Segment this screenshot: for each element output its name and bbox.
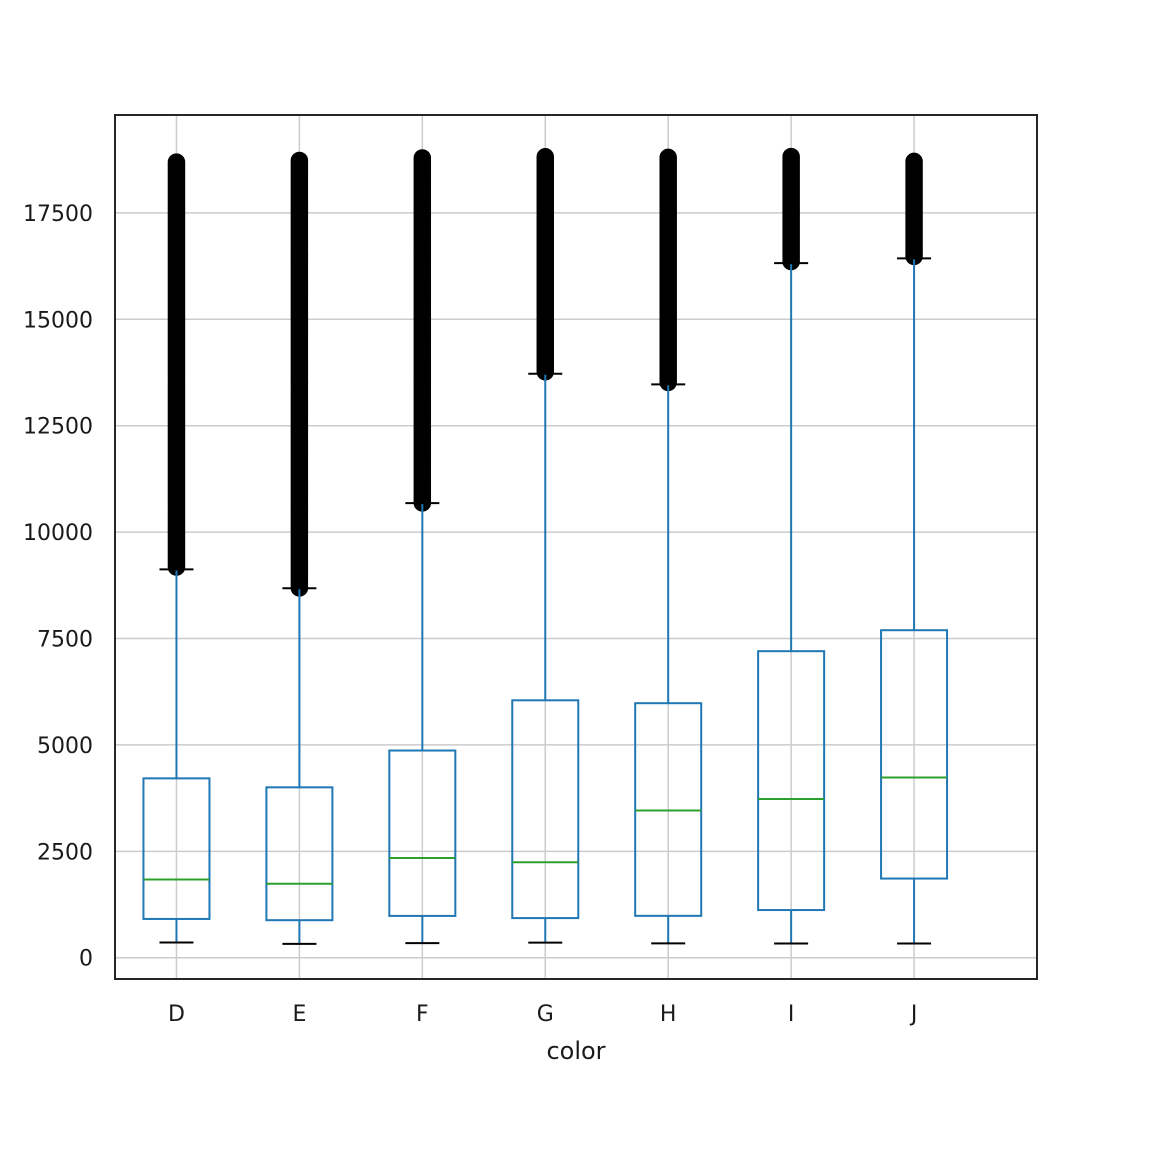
y-tick-label: 15000 [23, 308, 93, 333]
box-group-D [142, 153, 211, 944]
x-tick-label: D [168, 1002, 185, 1027]
iqr-box [757, 650, 826, 912]
iqr-box [880, 629, 949, 880]
plot-frame [114, 114, 1038, 980]
flier-group [167, 153, 186, 576]
iqr-box [511, 699, 580, 920]
x-tick-label: J [909, 1002, 918, 1027]
x-tick-label: G [537, 1002, 554, 1027]
flier-group [290, 151, 309, 597]
y-tick-label: 5000 [37, 734, 93, 759]
iqr-box [265, 786, 334, 922]
box-group-J [880, 152, 949, 945]
y-tick-label: 7500 [37, 628, 93, 653]
x-tick-label: E [292, 1002, 306, 1027]
box-group-H [634, 148, 703, 945]
box-group-E [265, 151, 334, 945]
box-group-F [388, 149, 457, 945]
x-axis-label: color [546, 1037, 605, 1065]
x-tick-label: H [660, 1002, 677, 1027]
y-axis: 0 2500 5000 7500 10000 12500 15000 17500 [23, 202, 93, 972]
y-tick-label: 2500 [37, 840, 93, 865]
flier-group [905, 152, 923, 266]
x-tick-label: I [788, 1002, 795, 1027]
plot-layer [142, 147, 949, 945]
y-tick-label: 17500 [23, 202, 93, 227]
grid-layer [115, 115, 1037, 979]
iqr-box [142, 777, 211, 920]
y-tick-label: 0 [79, 947, 93, 972]
iqr-box [388, 749, 457, 917]
y-tick-label: 10000 [23, 521, 93, 546]
x-tick-label: F [416, 1002, 429, 1027]
flier-group [782, 147, 800, 271]
y-tick-label: 12500 [23, 415, 93, 440]
flier-group [413, 149, 432, 512]
box-group-I [757, 147, 826, 945]
x-axis: D E F G H I J [168, 1002, 917, 1027]
flier-group [536, 148, 555, 381]
flier-group [659, 148, 677, 392]
box-group-G [511, 148, 580, 944]
